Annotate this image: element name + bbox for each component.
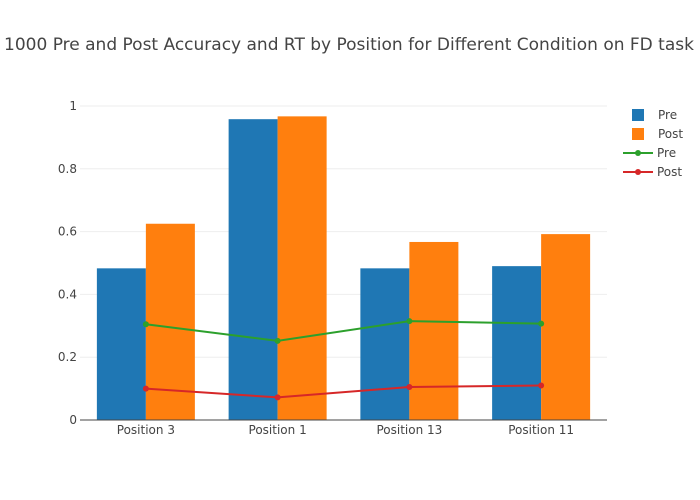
x-tick-label: Position 13 (376, 423, 442, 437)
point-pre-3 (406, 318, 413, 325)
legend-label: Pre (658, 108, 677, 122)
bar-pre-1 (96, 268, 146, 420)
point-pre-4 (538, 320, 545, 327)
bar-post-2 (277, 116, 327, 420)
legend-label: Post (657, 165, 682, 179)
y-tick-label: 0.6 (58, 225, 77, 239)
point-pre-1 (142, 321, 149, 328)
bar-pre-2 (228, 119, 278, 421)
line-pre (145, 320, 542, 342)
legend-item-bar-post[interactable]: Post (632, 127, 683, 141)
line-post (145, 384, 542, 399)
bar-post-3 (409, 241, 459, 420)
legend-item-bar-pre[interactable]: Pre (632, 108, 677, 122)
point-post-4 (538, 382, 545, 389)
bar-post-1 (145, 223, 195, 420)
legend-marker (635, 150, 641, 156)
x-tick-label: Position 3 (117, 423, 175, 437)
y-tick-label: 0.4 (58, 287, 77, 301)
x-tick-label: Position 11 (508, 423, 574, 437)
y-tick-label: 0 (69, 413, 77, 427)
legend-label: Post (658, 127, 683, 141)
y-tick-labels: 0 0.2 0.4 0.6 0.8 1 (58, 99, 77, 427)
bar-pre-3 (360, 268, 410, 420)
y-tick-label: 1 (69, 99, 77, 113)
bars (96, 116, 591, 421)
bar-post-4 (541, 234, 591, 420)
legend-marker (635, 169, 641, 175)
point-pre-2 (274, 337, 281, 344)
legend: Pre Post Pre Post (623, 108, 683, 179)
legend-label: Pre (657, 146, 676, 160)
bar-pre-4 (492, 266, 542, 420)
point-post-2 (274, 394, 281, 401)
legend-swatch (632, 109, 644, 121)
y-tick-label: 0.2 (58, 350, 77, 364)
legend-item-line-post[interactable]: Post (623, 165, 682, 179)
legend-swatch (632, 128, 644, 140)
chart-title: 1000 Pre and Post Accuracy and RT by Pos… (4, 35, 694, 55)
point-post-3 (406, 384, 413, 391)
line-series (142, 318, 545, 401)
x-tick-labels: Position 3 Position 1 Position 13 Position … (117, 423, 574, 437)
legend-item-line-pre[interactable]: Pre (623, 146, 676, 160)
point-post-1 (142, 385, 149, 392)
x-tick-label: Position 1 (249, 423, 307, 437)
y-tick-label: 0.8 (58, 162, 77, 176)
